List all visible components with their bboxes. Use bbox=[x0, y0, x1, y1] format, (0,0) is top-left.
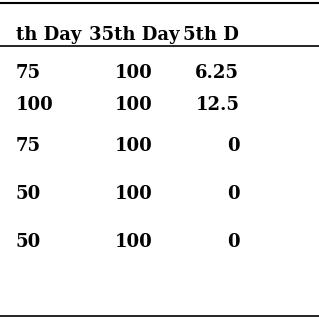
Text: 75: 75 bbox=[16, 137, 41, 155]
Text: 12.5: 12.5 bbox=[195, 96, 239, 114]
Text: 50: 50 bbox=[16, 185, 41, 203]
Text: 0: 0 bbox=[226, 137, 239, 155]
Text: 0: 0 bbox=[226, 185, 239, 203]
Text: 100: 100 bbox=[16, 96, 54, 114]
Text: 6.25: 6.25 bbox=[195, 64, 239, 82]
Text: 100: 100 bbox=[115, 185, 153, 203]
Text: th Day: th Day bbox=[16, 26, 81, 43]
Text: 75: 75 bbox=[16, 64, 41, 82]
Text: 100: 100 bbox=[115, 96, 153, 114]
Text: 0: 0 bbox=[226, 233, 239, 251]
Text: 50: 50 bbox=[16, 233, 41, 251]
Text: 100: 100 bbox=[115, 137, 153, 155]
Text: 100: 100 bbox=[115, 233, 153, 251]
Text: 35th Day: 35th Day bbox=[89, 26, 179, 43]
Text: 5th D: 5th D bbox=[183, 26, 239, 43]
Text: 100: 100 bbox=[115, 64, 153, 82]
